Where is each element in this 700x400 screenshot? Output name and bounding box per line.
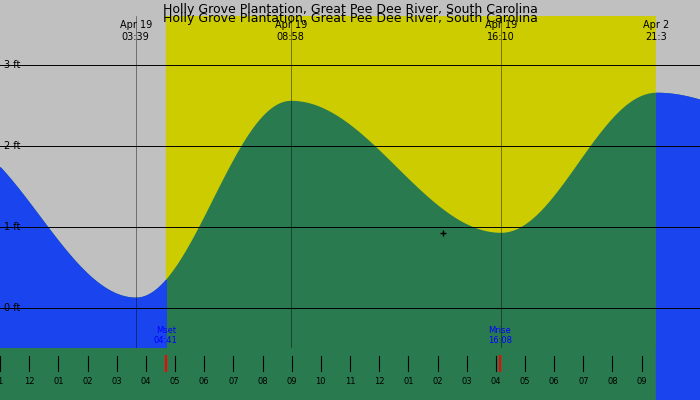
- Text: 11: 11: [344, 377, 355, 386]
- Bar: [166, 348, 656, 400]
- Text: 12: 12: [374, 377, 384, 386]
- Text: 09: 09: [286, 377, 297, 386]
- Text: 05: 05: [169, 377, 180, 386]
- Text: 04: 04: [491, 377, 501, 386]
- Text: 09: 09: [636, 377, 647, 386]
- Text: 01: 01: [53, 377, 64, 386]
- Text: 04: 04: [141, 377, 151, 386]
- Text: 03: 03: [461, 377, 472, 386]
- Text: 07: 07: [228, 377, 239, 386]
- Text: 08: 08: [257, 377, 268, 386]
- Text: Apr 2
21:3: Apr 2 21:3: [643, 20, 669, 42]
- Bar: [0, 348, 166, 400]
- Bar: [166, 348, 656, 400]
- Bar: [0, 16, 166, 348]
- Text: Holly Grove Plantation, Great Pee Dee River, South Carolina: Holly Grove Plantation, Great Pee Dee Ri…: [162, 12, 538, 25]
- Text: 03: 03: [111, 377, 122, 386]
- Text: 05: 05: [519, 377, 531, 386]
- Text: Mrise
16:08: Mrise 16:08: [488, 326, 512, 345]
- Bar: [166, 16, 656, 348]
- Text: 10: 10: [316, 377, 326, 386]
- Text: 07: 07: [578, 377, 589, 386]
- Text: Apr 19
16:10: Apr 19 16:10: [484, 20, 517, 42]
- Bar: [0, 348, 166, 400]
- Text: 2 ft: 2 ft: [4, 140, 21, 150]
- Text: 1 ft: 1 ft: [4, 222, 21, 232]
- Text: Holly Grove Plantation, Great Pee Dee River, South Carolina: Holly Grove Plantation, Great Pee Dee Ri…: [162, 3, 538, 16]
- Text: 02: 02: [83, 377, 92, 386]
- Text: 12: 12: [24, 377, 34, 386]
- Text: 02: 02: [433, 377, 442, 386]
- Bar: [656, 16, 700, 348]
- Text: 08: 08: [607, 377, 618, 386]
- Text: 06: 06: [199, 377, 209, 386]
- Text: 06: 06: [549, 377, 559, 386]
- Text: 01: 01: [403, 377, 414, 386]
- Text: 1: 1: [0, 377, 3, 386]
- Text: 3 ft: 3 ft: [4, 60, 21, 70]
- Text: 0 ft: 0 ft: [4, 302, 21, 312]
- Bar: [656, 348, 700, 400]
- Text: Mset
04:41: Mset 04:41: [154, 326, 178, 345]
- Bar: [656, 348, 700, 400]
- Text: Apr 19
08:58: Apr 19 08:58: [274, 20, 307, 42]
- Text: Apr 19
03:39: Apr 19 03:39: [120, 20, 152, 42]
